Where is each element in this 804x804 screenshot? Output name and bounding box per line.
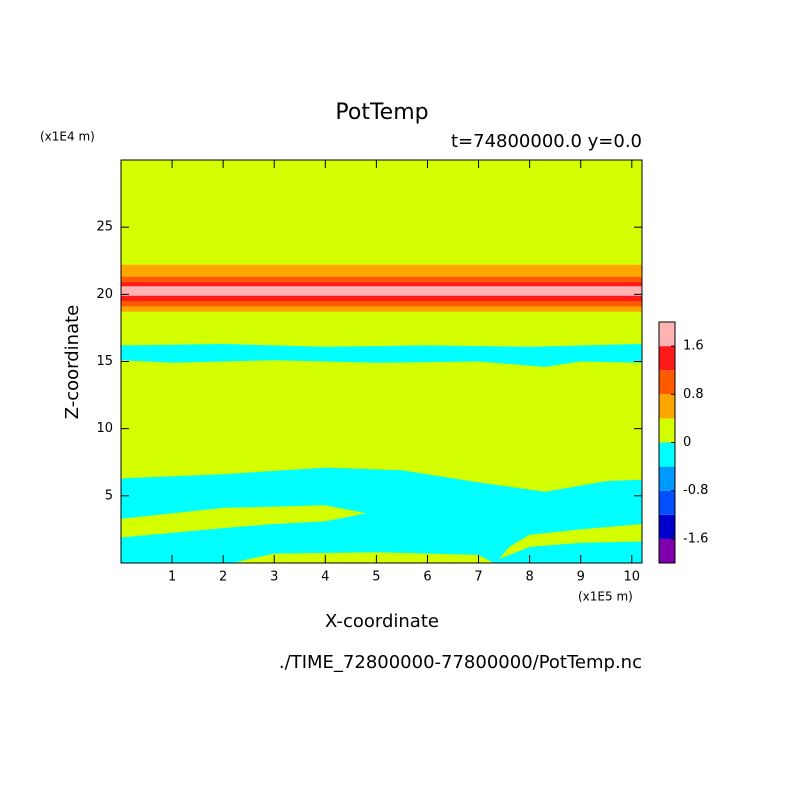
colorbar-segment <box>659 346 675 371</box>
y-tick-label: 20 <box>96 287 113 302</box>
x-axis-label: X-coordinate <box>325 611 439 632</box>
colorbar-tick-label: 0 <box>683 435 691 450</box>
colorbar-tick-label: -0.8 <box>683 483 708 498</box>
contour-region <box>233 552 494 563</box>
y-tick-label: 15 <box>96 354 113 369</box>
contour-region <box>121 286 642 296</box>
colorbar-segment <box>659 514 675 539</box>
colorbar-segment <box>659 466 675 491</box>
x-tick-label: 4 <box>321 570 329 585</box>
y-unit: (x1E4 m) <box>40 130 95 144</box>
source-file: ./TIME_72800000-77800000/PotTemp.nc <box>279 652 642 673</box>
x-tick-label: 1 <box>168 570 176 585</box>
x-tick-label: 8 <box>525 570 533 585</box>
colorbar-tick-label: 0.8 <box>683 387 704 402</box>
x-tick-label: 9 <box>577 570 585 585</box>
contour-region <box>499 524 642 559</box>
contour-region <box>121 344 642 367</box>
colorbar-segment <box>659 322 675 347</box>
colorbar-segment <box>659 490 675 515</box>
contour-region <box>121 505 367 538</box>
x-tick-label: 3 <box>270 570 278 585</box>
y-tick-label: 10 <box>96 421 113 436</box>
x-tick-label: 6 <box>423 570 431 585</box>
x-tick-label: 7 <box>474 570 482 585</box>
colorbar-segment <box>659 538 675 563</box>
chart-subtitle: t=74800000.0 y=0.0 <box>451 131 642 152</box>
x-tick-label: 2 <box>219 570 227 585</box>
colorbar-segment <box>659 394 675 419</box>
colorbar-segment <box>659 418 675 443</box>
colorbar-tick-label: -1.6 <box>683 531 708 546</box>
y-axis-label: Z-coordinate <box>62 305 83 420</box>
colorbar-segment <box>659 370 675 395</box>
colorbar-segment <box>659 442 675 467</box>
x-tick-label: 10 <box>624 570 641 585</box>
chart-title: PotTemp <box>335 100 428 125</box>
colorbar-tick-label: 1.6 <box>683 339 704 354</box>
y-tick-label: 25 <box>96 220 113 235</box>
contour-region <box>121 467 642 563</box>
x-tick-label: 5 <box>372 570 380 585</box>
y-tick-label: 5 <box>105 488 113 503</box>
x-unit: (x1E5 m) <box>578 590 633 604</box>
